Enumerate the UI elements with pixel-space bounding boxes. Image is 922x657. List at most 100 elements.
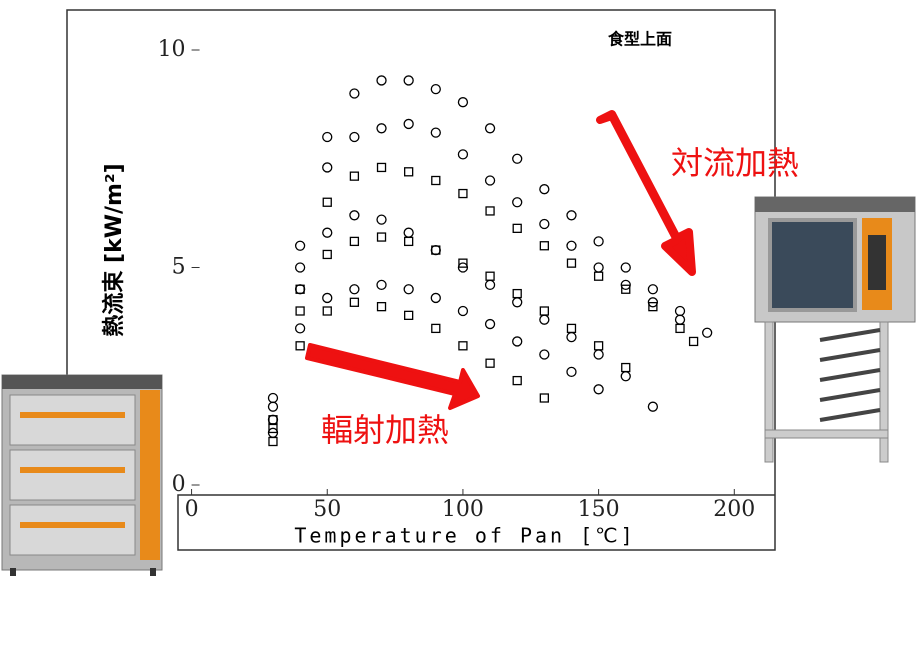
point (268, 436, 278, 447)
point (647, 284, 659, 295)
point (295, 306, 305, 316)
point (376, 162, 387, 173)
point (458, 258, 468, 268)
y-axis-label: 熱流束 [kW/m²] (101, 163, 127, 336)
point (512, 336, 523, 347)
point (620, 262, 631, 273)
point (322, 162, 333, 173)
y-tick-label: 5 (172, 255, 186, 280)
point (621, 362, 631, 373)
point (376, 301, 387, 312)
y-tick-label: 10 (158, 37, 186, 62)
point (484, 123, 496, 134)
point (376, 279, 387, 291)
point (403, 284, 414, 295)
point (403, 75, 414, 86)
point (539, 393, 549, 403)
point (457, 305, 469, 317)
annotation: 対流加熱 (671, 144, 799, 182)
point (404, 310, 414, 321)
point (322, 292, 333, 304)
point (539, 306, 549, 316)
point (349, 171, 360, 181)
point (322, 227, 333, 238)
point (512, 223, 522, 234)
point (593, 271, 604, 281)
point (458, 341, 468, 351)
y-tick-label: 0 (172, 472, 186, 497)
point (485, 271, 495, 281)
point (485, 358, 495, 368)
point (430, 84, 441, 95)
point (539, 349, 550, 360)
point (593, 236, 604, 247)
arrow (596, 110, 696, 276)
point (295, 341, 305, 351)
arrow (305, 343, 480, 410)
point (431, 175, 441, 186)
point (430, 292, 441, 304)
point (566, 323, 577, 334)
point (294, 240, 306, 251)
x-tick-label: 100 (442, 497, 484, 522)
x-tick-label: 200 (713, 497, 755, 522)
point (404, 167, 414, 177)
point (512, 288, 522, 299)
point (294, 262, 306, 273)
point (512, 197, 523, 208)
point (539, 218, 550, 230)
point (675, 323, 685, 334)
point (566, 366, 577, 378)
point (376, 75, 387, 86)
point (376, 232, 387, 242)
point (349, 210, 360, 221)
point (349, 236, 360, 247)
point (484, 318, 496, 330)
oven-left (1, 374, 163, 576)
point (404, 236, 414, 247)
point (431, 323, 441, 334)
point (267, 401, 279, 412)
point (702, 327, 713, 338)
point (349, 284, 360, 295)
point (457, 97, 469, 108)
point (268, 423, 278, 434)
oven-right (754, 196, 916, 463)
point (376, 123, 387, 134)
point (294, 323, 306, 334)
point (349, 88, 360, 99)
point (688, 336, 699, 347)
point (458, 188, 468, 199)
point (457, 149, 469, 160)
point (376, 214, 387, 225)
point (322, 306, 332, 316)
point (349, 297, 360, 307)
point (485, 206, 495, 216)
point (647, 401, 659, 412)
x-axis-label: Temperature of Pan [℃] (294, 524, 635, 548)
frame (66, 9, 776, 551)
point (484, 175, 496, 186)
point (322, 197, 332, 207)
point (593, 341, 604, 351)
point (566, 240, 577, 251)
point (648, 301, 658, 312)
x-tick-label: 150 (578, 497, 620, 522)
point (512, 153, 523, 164)
point (349, 131, 360, 143)
x-tick-label: 0 (185, 497, 199, 522)
point (294, 284, 306, 295)
point (322, 249, 332, 260)
point (539, 184, 550, 195)
point (430, 127, 441, 138)
point (566, 258, 577, 268)
point (539, 241, 549, 251)
point (566, 210, 577, 221)
point (621, 284, 631, 294)
annotation: 輻射加熱 (321, 411, 449, 449)
point (512, 375, 522, 386)
point (403, 118, 414, 130)
